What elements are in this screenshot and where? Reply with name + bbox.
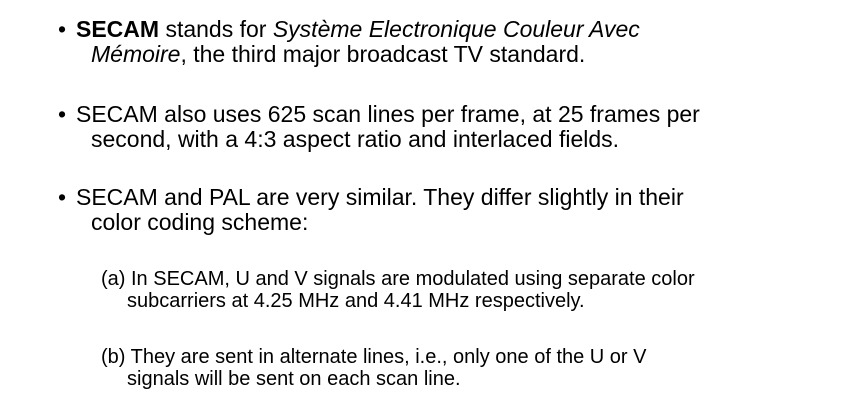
term-secam: SECAM	[76, 16, 160, 42]
bullet-dot-icon: •	[58, 16, 67, 42]
french-name-cont: Mémoire	[91, 41, 181, 67]
bullet-dot-icon: •	[58, 101, 67, 127]
sub-line: (a) In SECAM, U and V signals are modula…	[101, 268, 695, 290]
sub-line: subcarriers at 4.25 MHz and 4.41 MHz res…	[127, 290, 585, 312]
bullet-secam-pal: • SECAM and PAL are very similar. They di…	[58, 185, 818, 235]
bullet-scan-lines: • SECAM also uses 625 scan lines per fram…	[58, 102, 818, 152]
bullet-text: , the third major broadcast TV standard.	[180, 41, 586, 67]
bullet-text: color coding scheme:	[91, 209, 309, 235]
bullet-line: second, with a 4:3 aspect ratio and inte…	[58, 127, 818, 152]
bullet-text: SECAM and PAL are very similar. They dif…	[76, 184, 684, 210]
french-name: Système Electronique Couleur Avec	[272, 16, 640, 42]
sub-line: (b) They are sent in alternate lines, i.…	[101, 346, 647, 368]
bullet-line: • SECAM also uses 625 scan lines per fram…	[58, 102, 818, 127]
bullet-line: Mémoire, the third major broadcast TV st…	[58, 42, 818, 67]
bullet-line: • SECAM stands for Système Electronique C…	[58, 17, 818, 42]
sub-item-a: (a) In SECAM, U and V signals are modula…	[101, 268, 841, 312]
bullet-secam-definition: • SECAM stands for Système Electronique C…	[58, 17, 818, 67]
bullet-text: SECAM also uses 625 scan lines per frame…	[76, 101, 700, 127]
bullet-text: second, with a 4:3 aspect ratio and inte…	[91, 126, 620, 152]
bullet-line: • SECAM and PAL are very similar. They di…	[58, 185, 818, 210]
bullet-dot-icon: •	[58, 184, 67, 210]
bullet-text: stands for	[159, 16, 273, 42]
sub-item-b: (b) They are sent in alternate lines, i.…	[101, 346, 841, 390]
bullet-line: color coding scheme:	[58, 210, 818, 235]
sub-line: signals will be sent on each scan line.	[127, 368, 461, 390]
